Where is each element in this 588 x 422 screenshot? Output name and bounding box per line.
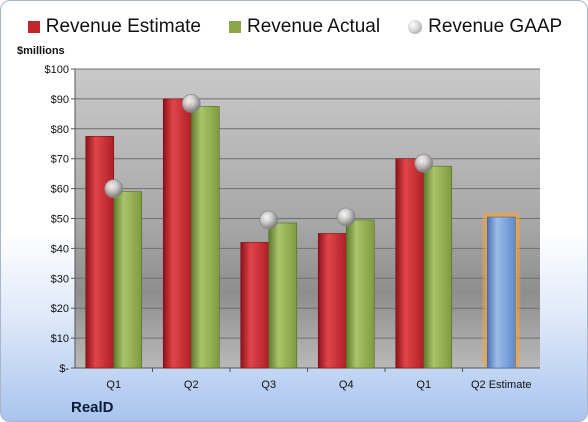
legend-label-actual: Revenue Actual: [247, 16, 381, 37]
bar-revenue-estimate: [240, 242, 270, 369]
legend-label-estimate: Revenue Estimate: [45, 16, 201, 37]
legend-swatch-actual: [229, 21, 241, 33]
marker-revenue-gaap: [181, 93, 201, 113]
legend-marker-gaap: [408, 20, 423, 34]
bar-revenue-actual: [423, 165, 453, 369]
legend-item-estimate: Revenue Estimate: [27, 16, 201, 38]
y-tick-label: $100: [45, 64, 69, 76]
marker-revenue-gaap: [414, 153, 434, 173]
y-tick-label: $80: [51, 124, 69, 136]
bar-revenue-actual: [345, 219, 375, 369]
marker-revenue-gaap: [104, 179, 124, 199]
bar-revenue-estimate: [395, 158, 425, 369]
x-tick-label: Q4: [339, 379, 354, 391]
x-tick-label: Q2 Estimate: [471, 379, 532, 391]
y-tick-label: $90: [51, 94, 69, 106]
legend-label-gaap: Revenue GAAP: [428, 16, 563, 37]
x-tick-label: Q3: [261, 379, 276, 391]
marker-revenue-gaap: [336, 207, 356, 227]
bar-revenue-actual: [113, 191, 143, 369]
bar-revenue-actual: [190, 106, 220, 369]
bar-revenue-estimate: [85, 135, 115, 369]
y-tick-label: $10: [51, 333, 69, 345]
legend-item-gaap: Revenue GAAP: [408, 16, 562, 38]
bar-revenue-estimate: [317, 233, 347, 369]
legend-item-actual: Revenue Actual: [229, 16, 380, 38]
y-tick-label: $30: [51, 273, 69, 285]
x-tick-label: Q1: [416, 379, 431, 391]
x-tick-label: Q2: [184, 379, 199, 391]
y-axis-unit-label: $millions: [17, 45, 65, 57]
y-tick-label: $40: [51, 243, 69, 255]
legend: Revenue Estimate Revenue Actual Revenue …: [1, 16, 587, 38]
y-tick-label: $-: [59, 363, 69, 375]
y-tick-label: $70: [51, 154, 69, 166]
y-tick-label: $60: [51, 184, 69, 196]
y-tick-label: $50: [51, 214, 69, 226]
legend-swatch-estimate: [27, 21, 40, 33]
company-name: RealD: [71, 399, 114, 416]
y-tick-label: $20: [51, 303, 69, 315]
marker-revenue-gaap: [259, 210, 279, 230]
x-tick-label: Q1: [106, 379, 121, 391]
bar-revenue-estimate: [162, 98, 192, 369]
bar-q2-estimate: [486, 216, 516, 369]
bar-revenue-actual: [268, 222, 298, 369]
